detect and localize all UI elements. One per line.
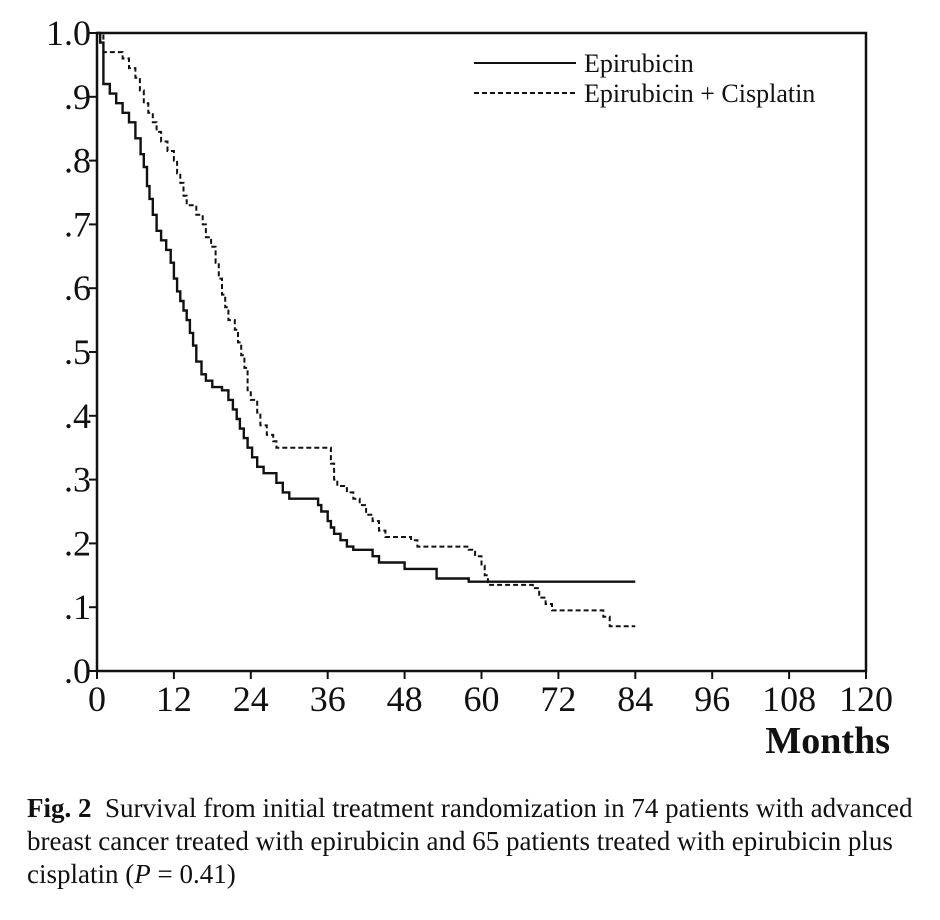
x-tick-label: 84 <box>617 679 653 719</box>
x-tick-label: 60 <box>464 679 500 719</box>
y-tick-label: .4 <box>64 396 91 436</box>
caption-text: Survival from initial treatment randomiz… <box>27 793 913 889</box>
y-tick-label: .3 <box>64 460 91 500</box>
figure-number: Fig. 2 <box>27 793 92 823</box>
x-tick-label: 120 <box>839 679 893 719</box>
y-tick-label: .5 <box>64 332 91 372</box>
x-tick-label: 48 <box>387 679 423 719</box>
survival-chart: 0 12 24 36 48 60 72 84 96 108 120 .0 .1 .2 .3 .4 .5 .6 .7.… <box>46 13 893 762</box>
caption-text-end: = 0.41) <box>150 859 236 889</box>
series-line-2 <box>97 32 636 628</box>
x-tick-label: 24 <box>233 679 269 719</box>
legend-label-1: Epirubicin <box>584 49 694 78</box>
x-tick-label: 0 <box>88 679 106 719</box>
x-axis-title: Months <box>765 720 890 762</box>
y-tick-label: .7 <box>64 204 91 244</box>
x-tick-label: 108 <box>762 679 816 719</box>
x-tick-label: 72 <box>540 679 576 719</box>
axes: 0 12 24 36 48 60 72 84 96 108 120 .0 .1 .2 .3 .4 .5 .6 .7.… <box>46 13 893 762</box>
series-line-1 <box>97 31 636 583</box>
y-tick-label: .9 <box>64 77 91 117</box>
series-lines <box>97 31 636 628</box>
x-tick-label: 36 <box>310 679 346 719</box>
y-tick-label: 1.0 <box>46 13 91 53</box>
y-tick-label: .8 <box>64 141 91 181</box>
y-tick-label: .2 <box>64 523 91 563</box>
plot-area <box>95 31 868 673</box>
x-tick-label: 96 <box>694 679 730 719</box>
p-value-symbol: P <box>134 859 151 889</box>
legend-label-2: Epirubicin + Cisplatin <box>584 79 815 108</box>
figure-caption: Fig. 2 Survival from initial treatment r… <box>27 792 917 891</box>
y-tick-label: .6 <box>64 268 91 308</box>
y-tick-label: .0 <box>64 651 91 691</box>
plot-frame <box>95 31 868 673</box>
x-tick-label: 12 <box>156 679 192 719</box>
y-tick-label: .1 <box>64 587 91 627</box>
